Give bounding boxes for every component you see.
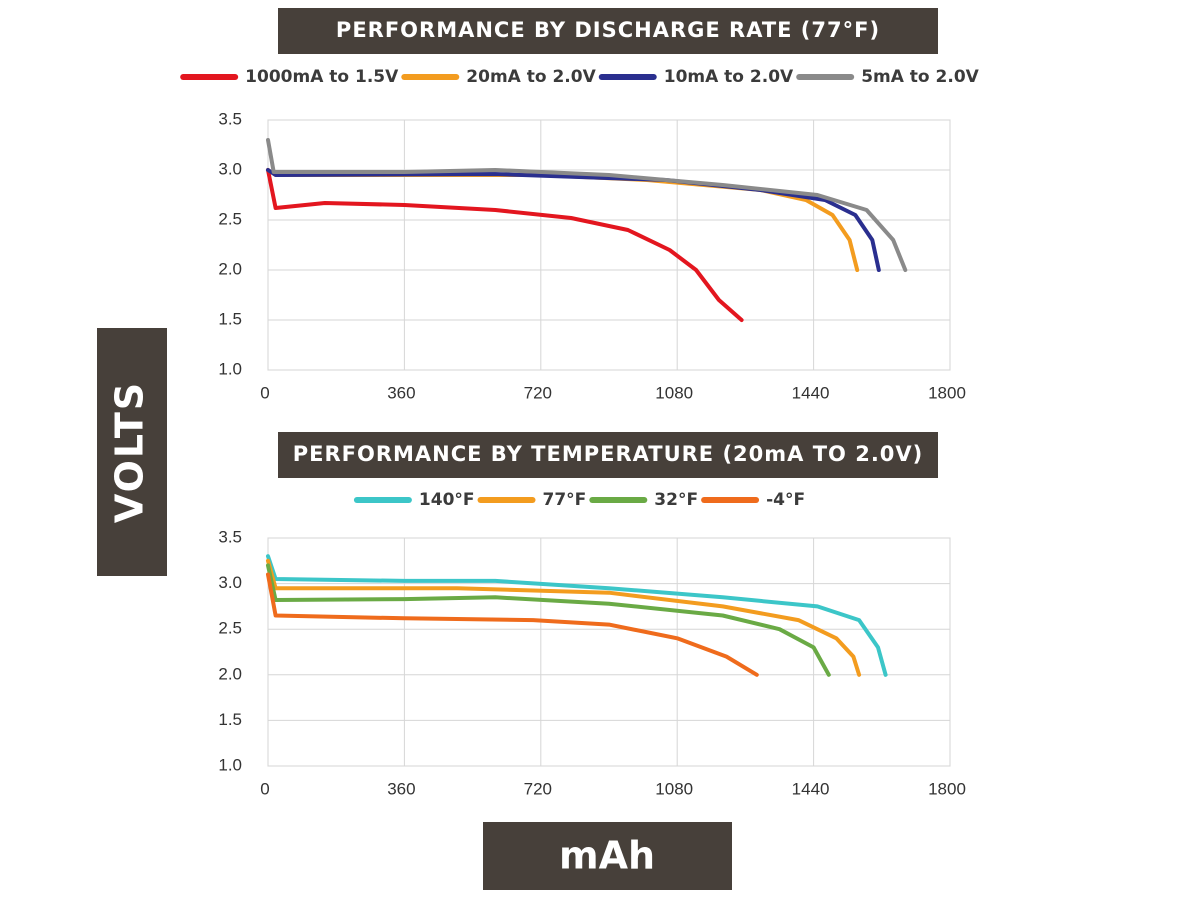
x-tick-label: 1800: [928, 383, 966, 402]
x-tick-label: 1800: [928, 779, 966, 798]
y-tick-label: 2.0: [218, 664, 242, 683]
chart-title: PERFORMANCE BY TEMPERATURE (20mA TO 2.0V…: [293, 442, 924, 466]
x-tick-label: 1440: [792, 779, 830, 798]
legend-label: 32°F: [654, 490, 698, 510]
title-box: [278, 8, 938, 54]
x-tick-label: 1080: [655, 779, 693, 798]
y-label-box: [97, 328, 167, 576]
y-tick-label: 1.0: [218, 755, 242, 774]
y-tick-label: 1.5: [218, 710, 242, 729]
y-tick-label: 3.5: [218, 527, 242, 546]
x-tick-label: 720: [524, 779, 552, 798]
y-tick-label: 1.5: [218, 309, 242, 328]
x-tick-label: 720: [524, 383, 552, 402]
y-tick-label: 3.0: [218, 573, 242, 592]
series-line: [266, 138, 908, 272]
y-axis-label: VOLTS: [108, 381, 152, 523]
x-tick-label: 1080: [655, 383, 693, 402]
y-tick-label: 2.5: [218, 619, 242, 638]
series-line: [266, 554, 888, 677]
x-tick-label: 0: [260, 779, 269, 798]
y-tick-label: 2.5: [218, 209, 242, 228]
x-label-box: [483, 822, 732, 890]
plot-area: [267, 119, 951, 371]
y-tick-label: 3.5: [218, 109, 242, 128]
legend-label: 1000mA to 1.5V: [245, 67, 399, 87]
legend-label: 10mA to 2.0V: [664, 67, 794, 87]
legend-label: 20mA to 2.0V: [466, 67, 596, 87]
x-tick-label: 0: [260, 383, 269, 402]
legend-label: -4°F: [766, 490, 805, 510]
y-tick-label: 3.0: [218, 159, 242, 178]
series-line: [266, 572, 759, 677]
series-line: [266, 563, 831, 677]
x-axis-label: mAh: [559, 834, 655, 878]
legend-label: 77°F: [543, 490, 587, 510]
x-tick-label: 1440: [792, 383, 830, 402]
plot-area: [267, 537, 951, 767]
y-tick-label: 1.0: [218, 359, 242, 378]
x-tick-label: 360: [387, 779, 415, 798]
series-line: [266, 558, 862, 677]
title-box: [278, 432, 938, 478]
legend-label: 140°F: [419, 490, 475, 510]
y-tick-label: 2.0: [218, 259, 242, 278]
legend-label: 5mA to 2.0V: [861, 67, 979, 87]
x-tick-label: 360: [387, 383, 415, 402]
series-line: [266, 168, 744, 322]
chart-title: PERFORMANCE BY DISCHARGE RATE (77°F): [336, 18, 880, 42]
